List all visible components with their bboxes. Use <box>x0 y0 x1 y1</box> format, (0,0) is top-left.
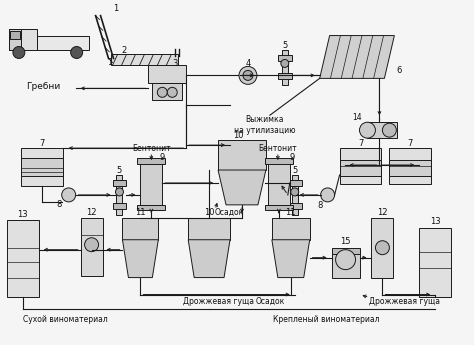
Text: Бентонит: Бентонит <box>258 144 297 152</box>
Bar <box>137 158 165 164</box>
Text: 11: 11 <box>135 208 146 217</box>
Bar <box>152 83 182 100</box>
Circle shape <box>359 122 375 138</box>
Bar <box>278 56 292 61</box>
Bar <box>282 50 288 85</box>
Bar <box>122 218 158 240</box>
Text: 10: 10 <box>233 131 243 140</box>
Bar <box>268 162 290 205</box>
Circle shape <box>157 87 167 97</box>
Bar <box>21 148 63 186</box>
Text: 13: 13 <box>430 217 440 226</box>
Text: 11: 11 <box>285 208 296 217</box>
Bar <box>9 29 37 50</box>
Bar <box>140 162 162 205</box>
Text: 7: 7 <box>408 139 413 148</box>
Text: Бентонит: Бентонит <box>132 144 171 152</box>
Text: 1: 1 <box>107 58 112 67</box>
Text: 5: 5 <box>117 166 122 175</box>
Text: 9: 9 <box>289 152 294 161</box>
Text: 7: 7 <box>39 139 45 148</box>
Bar <box>188 218 230 240</box>
Circle shape <box>243 70 253 80</box>
Bar <box>288 203 302 209</box>
Polygon shape <box>319 36 394 78</box>
Bar <box>265 158 293 164</box>
Bar <box>339 160 382 176</box>
Bar <box>110 55 178 66</box>
Text: 15: 15 <box>340 237 351 246</box>
Text: Выжимка
на утилизацию: Выжимка на утилизацию <box>234 116 296 135</box>
Text: 8: 8 <box>56 200 62 209</box>
Circle shape <box>321 188 335 202</box>
Bar <box>288 180 302 186</box>
Text: 6: 6 <box>397 66 402 75</box>
Bar <box>389 160 431 176</box>
Circle shape <box>375 241 389 255</box>
Bar <box>112 180 127 186</box>
Text: 14: 14 <box>353 113 362 122</box>
Circle shape <box>13 47 25 58</box>
Bar <box>37 36 89 50</box>
Polygon shape <box>218 170 266 205</box>
Bar <box>117 175 122 215</box>
Text: 5: 5 <box>292 166 297 175</box>
Polygon shape <box>188 240 230 278</box>
Bar <box>81 218 102 276</box>
Text: 10: 10 <box>204 208 214 217</box>
Bar <box>367 122 397 138</box>
Bar <box>137 205 165 210</box>
Text: Дрожжевая гуща: Дрожжевая гуща <box>369 297 440 306</box>
Text: Осадок: Осадок <box>255 297 284 306</box>
Circle shape <box>336 250 356 269</box>
Text: 5: 5 <box>282 41 287 50</box>
Bar <box>372 218 393 278</box>
Bar <box>339 148 382 184</box>
Bar <box>112 203 127 209</box>
Text: 12: 12 <box>86 208 97 217</box>
Text: Сухой виноматериал: Сухой виноматериал <box>23 315 108 324</box>
Circle shape <box>71 47 82 58</box>
Bar <box>389 148 431 184</box>
Text: 2: 2 <box>122 46 127 55</box>
Circle shape <box>291 188 299 196</box>
Text: Дрожжевая гуща: Дрожжевая гуща <box>182 297 254 306</box>
Text: 8: 8 <box>317 201 322 210</box>
Bar <box>272 218 310 240</box>
Bar <box>419 228 451 297</box>
Circle shape <box>85 238 99 252</box>
Text: 4: 4 <box>246 59 251 68</box>
Bar <box>21 158 63 176</box>
Bar <box>9 29 21 50</box>
Bar <box>332 250 359 278</box>
Bar <box>292 175 298 215</box>
Text: Гребни: Гребни <box>27 82 61 91</box>
Bar <box>148 66 186 83</box>
Circle shape <box>239 67 257 85</box>
Circle shape <box>383 123 396 137</box>
Circle shape <box>116 188 123 196</box>
Bar <box>332 248 359 254</box>
Text: 12: 12 <box>377 208 388 217</box>
Bar <box>265 205 293 210</box>
Text: 13: 13 <box>18 210 28 219</box>
Polygon shape <box>122 240 158 278</box>
Bar <box>7 220 39 297</box>
Bar <box>278 73 292 79</box>
Circle shape <box>167 87 177 97</box>
Circle shape <box>281 59 289 67</box>
Bar <box>218 140 266 170</box>
Text: Осадок: Осадок <box>215 208 245 217</box>
Polygon shape <box>272 240 310 278</box>
Text: Крепленый виноматериал: Крепленый виноматериал <box>273 315 379 324</box>
Text: 1: 1 <box>113 4 118 13</box>
Circle shape <box>62 188 76 202</box>
Bar <box>10 31 20 39</box>
Text: 3: 3 <box>173 59 178 68</box>
Text: 7: 7 <box>358 139 363 148</box>
Text: 9: 9 <box>160 152 165 161</box>
